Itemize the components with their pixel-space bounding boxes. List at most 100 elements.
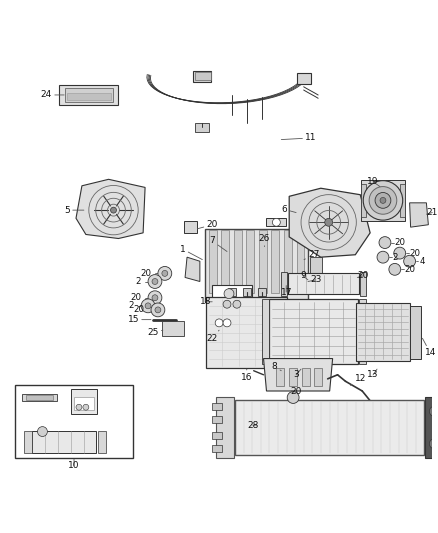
Bar	[212, 285, 252, 316]
Bar	[65, 88, 113, 102]
Bar	[228, 288, 236, 296]
Text: 20: 20	[410, 248, 420, 257]
Text: 11: 11	[281, 133, 317, 142]
Text: 20: 20	[140, 269, 151, 278]
Circle shape	[158, 266, 172, 280]
Text: 18: 18	[200, 297, 212, 306]
Circle shape	[141, 299, 155, 313]
Text: 20: 20	[198, 220, 218, 229]
Text: 17: 17	[280, 286, 292, 296]
Text: 16: 16	[241, 369, 252, 382]
Bar	[216, 397, 234, 458]
Bar	[212, 403, 222, 410]
Text: 8: 8	[272, 362, 281, 371]
Bar	[74, 398, 94, 410]
Text: 20: 20	[133, 305, 144, 314]
Circle shape	[394, 247, 406, 259]
Text: 2: 2	[393, 253, 398, 262]
Text: 5: 5	[64, 206, 84, 215]
Bar	[297, 230, 304, 293]
Circle shape	[38, 426, 47, 437]
Bar	[361, 180, 405, 221]
Bar	[195, 72, 211, 80]
Bar	[243, 288, 251, 296]
Bar	[221, 230, 229, 293]
Circle shape	[83, 404, 89, 410]
Bar	[15, 385, 133, 458]
Bar	[235, 400, 424, 455]
Text: 19: 19	[367, 177, 380, 187]
Circle shape	[223, 319, 231, 327]
Bar	[359, 300, 366, 364]
Bar	[297, 73, 311, 84]
Text: 23: 23	[308, 276, 321, 285]
Bar	[289, 368, 297, 386]
Text: 13: 13	[367, 369, 379, 379]
Bar	[71, 390, 97, 414]
Text: 4: 4	[420, 257, 425, 266]
Text: 20: 20	[405, 265, 416, 274]
Circle shape	[224, 289, 234, 298]
Circle shape	[162, 270, 168, 276]
Bar	[212, 416, 222, 423]
Bar	[212, 432, 222, 439]
Bar	[361, 184, 366, 216]
Circle shape	[272, 219, 280, 226]
Bar	[425, 398, 438, 457]
Circle shape	[110, 207, 117, 213]
Bar	[281, 272, 287, 296]
Bar	[22, 394, 57, 401]
Text: 2: 2	[136, 277, 141, 286]
Bar	[98, 431, 106, 454]
Text: 20: 20	[130, 293, 141, 302]
Text: 20: 20	[357, 271, 369, 280]
Circle shape	[152, 295, 158, 301]
Text: 22: 22	[207, 330, 219, 343]
Bar	[162, 321, 184, 336]
Circle shape	[379, 237, 391, 248]
Text: 3: 3	[293, 369, 301, 379]
Circle shape	[148, 291, 162, 305]
Text: 25: 25	[147, 328, 163, 337]
Text: 26: 26	[259, 234, 270, 247]
Bar	[206, 297, 287, 368]
Bar	[288, 273, 359, 295]
Bar	[410, 306, 421, 359]
Text: 7: 7	[209, 237, 227, 252]
Text: 28: 28	[247, 421, 258, 430]
Bar	[194, 70, 211, 82]
Polygon shape	[289, 188, 370, 257]
Circle shape	[152, 279, 158, 285]
Circle shape	[429, 406, 438, 416]
Text: 2: 2	[129, 301, 134, 310]
Polygon shape	[76, 179, 145, 238]
Bar	[195, 123, 209, 132]
Circle shape	[377, 251, 389, 263]
Circle shape	[389, 263, 401, 275]
Text: 24: 24	[41, 91, 64, 100]
Bar	[276, 368, 284, 386]
Polygon shape	[185, 257, 200, 281]
Circle shape	[148, 274, 162, 288]
Text: 20: 20	[395, 238, 406, 247]
Bar	[400, 184, 405, 216]
Bar	[259, 230, 267, 293]
Text: 12: 12	[350, 374, 366, 385]
Text: 27: 27	[304, 250, 320, 260]
Circle shape	[429, 439, 438, 449]
Text: 21: 21	[426, 208, 438, 217]
Bar	[24, 431, 32, 454]
Circle shape	[380, 197, 386, 204]
Text: 15: 15	[127, 315, 151, 324]
Bar	[234, 230, 242, 293]
Bar	[247, 230, 254, 293]
Bar	[209, 230, 217, 293]
Text: 1: 1	[180, 245, 202, 260]
Bar	[302, 368, 310, 386]
Text: 9: 9	[300, 271, 308, 280]
Circle shape	[76, 404, 82, 410]
Bar	[360, 272, 366, 296]
Bar	[32, 431, 96, 454]
Bar	[311, 257, 322, 281]
Text: 6: 6	[281, 205, 296, 214]
